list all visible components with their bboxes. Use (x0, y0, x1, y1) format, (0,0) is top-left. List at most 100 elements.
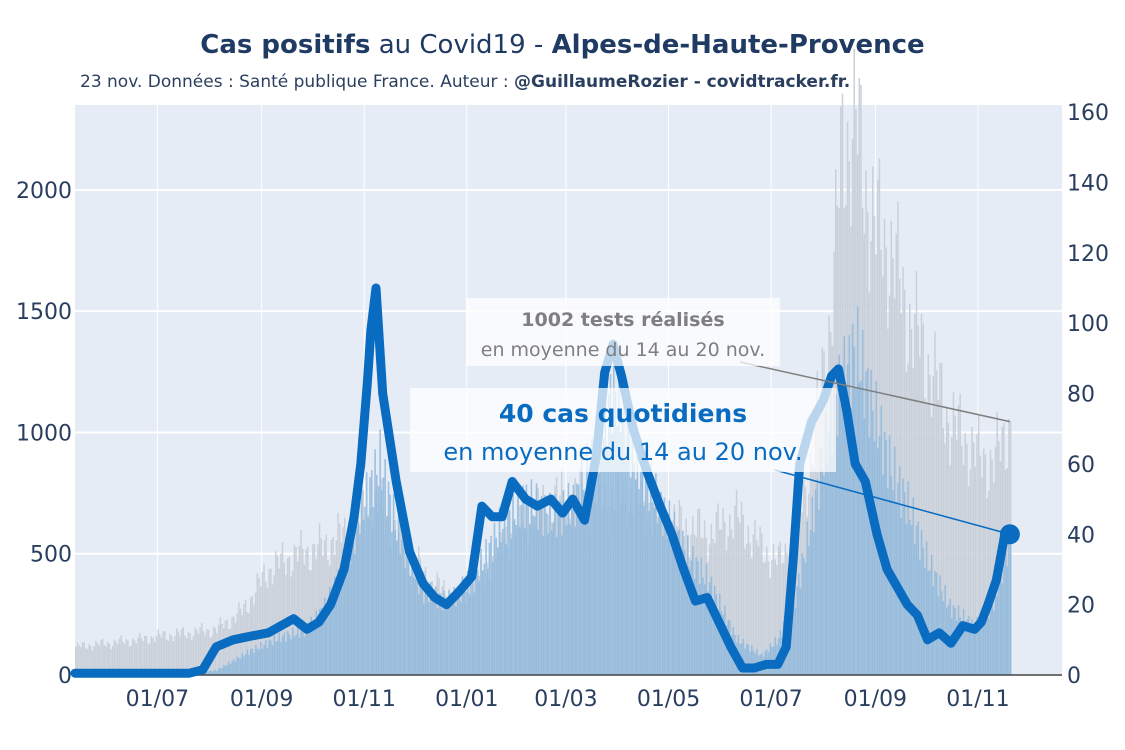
cases-bar (629, 477, 632, 675)
y-left-tick-label: 0 (58, 664, 72, 689)
cases-bar (381, 489, 383, 675)
cases-bar (259, 641, 262, 675)
cases-bar (433, 597, 435, 675)
cases-bar (513, 519, 516, 675)
cases-bar (483, 563, 486, 675)
cases-bar (349, 564, 351, 675)
cases-bar (228, 661, 230, 675)
tests-bar (942, 427, 945, 675)
tests-bar (900, 313, 903, 675)
tests-bar (191, 640, 193, 675)
tests-bar (111, 645, 114, 675)
cases-bar (882, 475, 884, 675)
cases-bar (419, 582, 422, 675)
tests-bar (95, 640, 97, 675)
tests-bar (162, 631, 164, 675)
cases-bar (977, 625, 980, 675)
cases-bar (342, 550, 344, 675)
cases-bar (290, 639, 292, 675)
cases-bar (465, 591, 467, 675)
tests-bar (125, 639, 127, 675)
cases-bar (365, 472, 368, 675)
cases-bar (853, 347, 856, 675)
tests-bar (771, 560, 773, 675)
tests-bar (241, 614, 243, 675)
annotation-cases-sub: en moyenne du 14 au 20 nov. (443, 438, 802, 466)
tests-bar (730, 529, 733, 675)
tests-bar (305, 549, 307, 675)
tests-bar (246, 612, 249, 675)
cases-bar (414, 579, 417, 675)
cases-bar (922, 547, 925, 675)
cases-bar (934, 570, 936, 675)
tests-bar (93, 646, 95, 675)
tests-bar (895, 233, 898, 675)
cases-bar (527, 496, 529, 675)
tests-bar (201, 623, 203, 675)
cases-bar (848, 335, 851, 675)
tests-bar (977, 414, 980, 675)
cases-bar (633, 462, 635, 675)
cases-bar (291, 627, 294, 675)
cases-bar (571, 508, 573, 675)
cases-bar (577, 484, 580, 675)
tests-bar (951, 437, 953, 675)
tests-bar (152, 637, 154, 675)
cases-bar (542, 536, 545, 675)
cases-bar (453, 587, 455, 675)
cases-bar (431, 602, 434, 675)
cases-bar (387, 481, 390, 675)
tests-bar (905, 372, 908, 675)
cases-bar (998, 584, 1000, 675)
cases-bar (275, 641, 277, 675)
tests-bar (732, 538, 734, 675)
tests-bar (133, 640, 136, 675)
tests-bar (115, 641, 117, 675)
y-left-tick-label: 500 (30, 543, 72, 568)
chart-subtitle: 23 nov. Données : Santé publique France.… (80, 72, 850, 92)
tests-bar (939, 362, 941, 675)
cases-bar (749, 651, 751, 675)
cases-bar (254, 645, 257, 675)
tests-bar (742, 514, 745, 675)
cases-bar (616, 426, 619, 675)
cases-bar (833, 388, 835, 675)
y-right-tick-label: 40 (1067, 523, 1095, 548)
cases-bar (409, 575, 412, 675)
cases-bar (231, 660, 233, 675)
tests-bar (952, 392, 955, 675)
cases-bar (601, 447, 603, 675)
cases-bar (510, 538, 513, 675)
tests-bar (187, 632, 190, 675)
cases-bar (803, 557, 805, 675)
cases-bar (981, 609, 983, 675)
x-tick-label: 01/07 (126, 687, 189, 712)
cases-bar (1001, 583, 1004, 675)
cases-bar (855, 387, 857, 675)
tests-bar (744, 548, 746, 675)
cases-bar (416, 564, 418, 675)
cases-bar (865, 371, 867, 675)
cases-bar (636, 431, 639, 675)
tests-bar (877, 179, 879, 675)
cases-bar (639, 470, 642, 675)
tests-bar (747, 525, 750, 675)
cases-bar (592, 489, 595, 675)
cases-bar (599, 403, 602, 675)
cases-bar (550, 530, 553, 675)
cases-bar (976, 616, 978, 675)
tests-bar (98, 645, 101, 675)
tests-bar (967, 486, 970, 675)
cases-bar (930, 554, 933, 675)
cases-bar (994, 583, 997, 675)
tests-bar (782, 562, 785, 675)
tests-bar (724, 521, 726, 675)
cases-bar (811, 496, 814, 675)
tests-bar (944, 443, 946, 675)
tests-bar (976, 434, 978, 675)
cases-bar (687, 535, 689, 675)
cases-bar (340, 583, 343, 675)
tests-bar (930, 417, 933, 675)
cases-bar (535, 483, 538, 675)
cases-bar (317, 624, 319, 675)
